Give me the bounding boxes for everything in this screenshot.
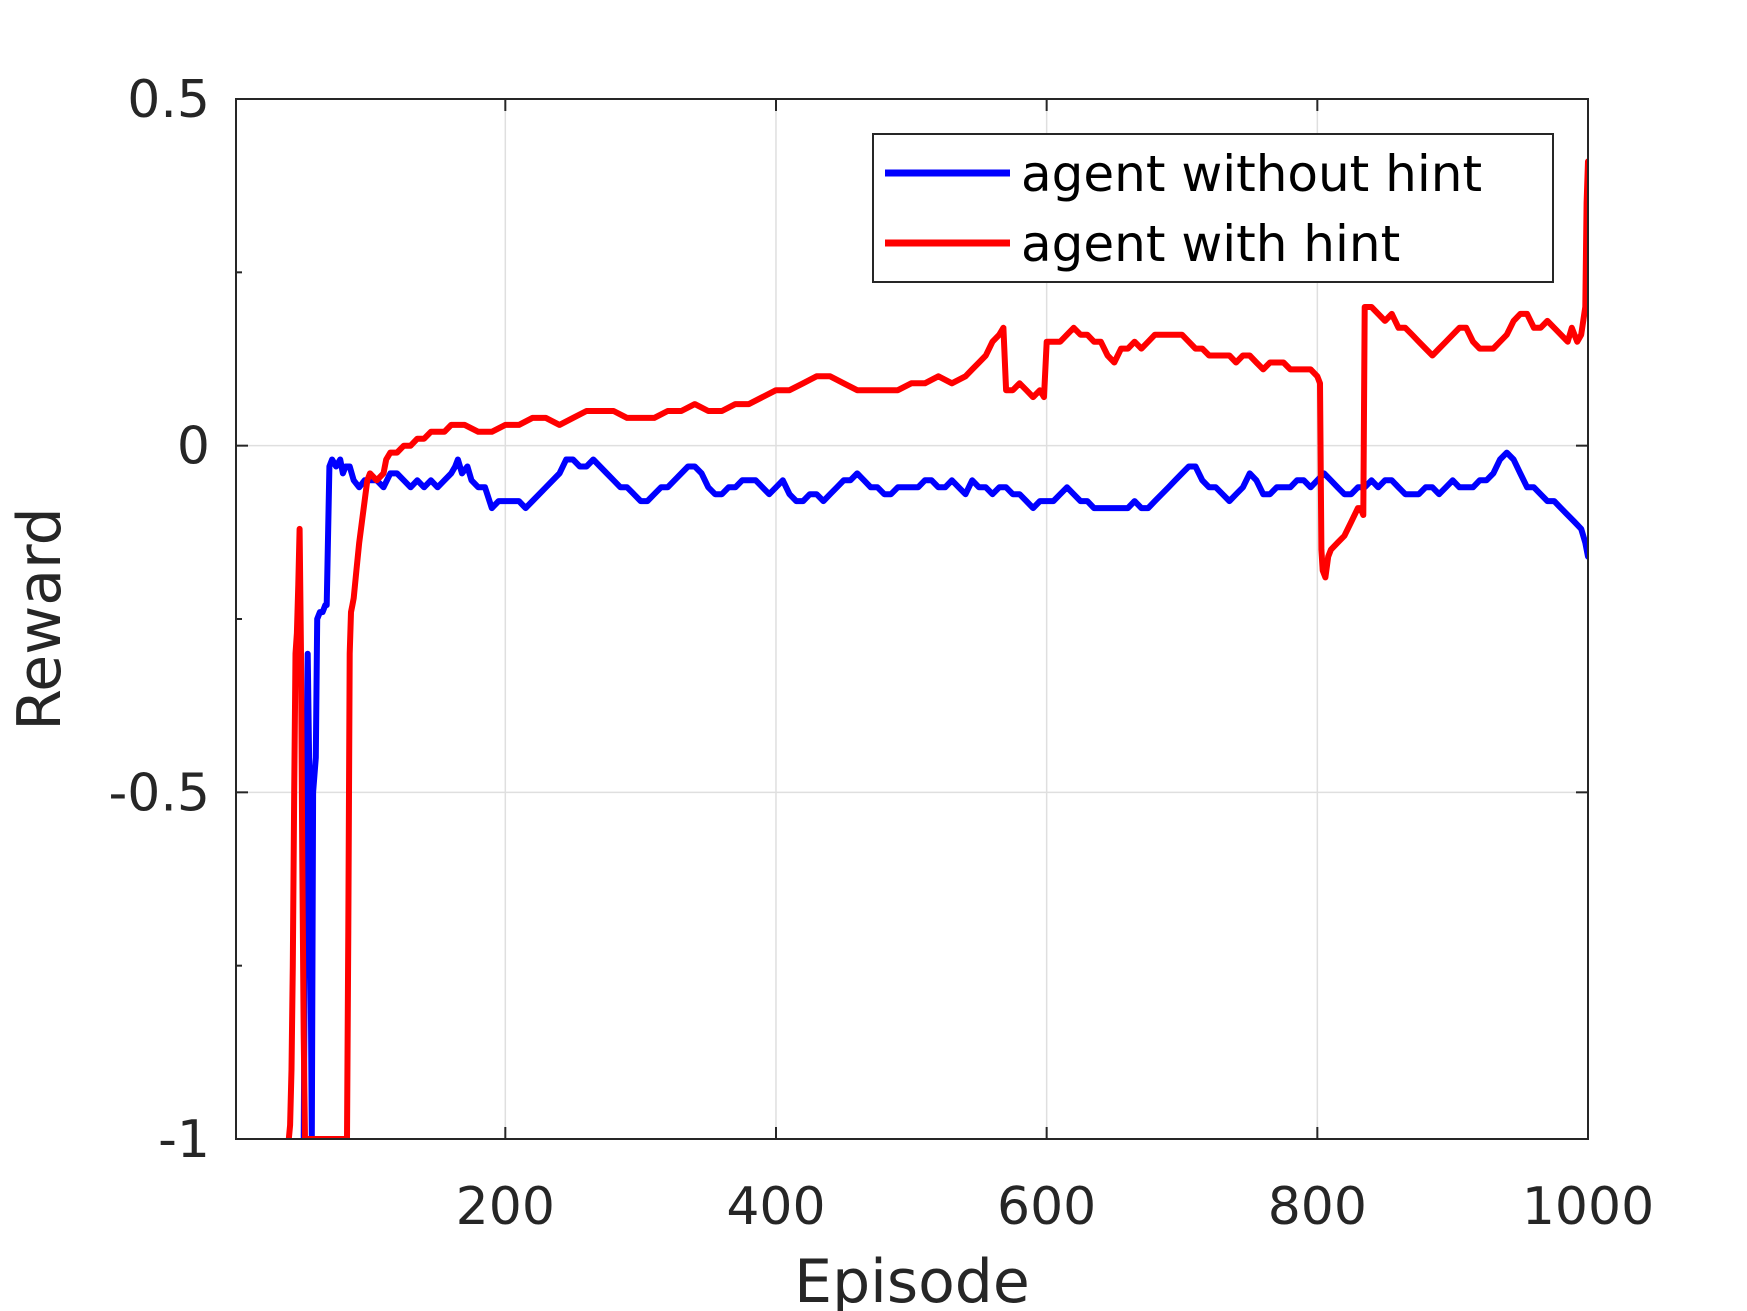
legend: agent without hint agent with hint [872,133,1554,283]
x-tick-labels: 200 400 600 800 1000 [456,1177,1654,1237]
series-layer [285,158,1588,1139]
y-tick-label: 0.5 [127,70,210,130]
y-tick-label: -1 [158,1110,210,1170]
y-tick-labels: -1 -0.5 0 0.5 [109,70,210,1170]
x-tick-label: 800 [1268,1177,1367,1237]
y-tick-label: -0.5 [109,763,210,823]
legend-label-agent-without-hint: agent without hint [1021,145,1482,203]
axis-ticks [236,98,1589,1140]
x-tick-label: 1000 [1522,1177,1654,1237]
series-line-agent-with-hint [285,158,1588,1139]
legend-box [872,133,1554,283]
x-axis-title: Episode [794,1247,1030,1311]
x-tick-label: 400 [726,1177,825,1237]
y-tick-label: 0 [177,417,210,477]
x-tick-label: 600 [997,1177,1096,1237]
x-tick-label: 200 [456,1177,555,1237]
y-axis-title: Reward [5,507,75,730]
legend-label-agent-with-hint: agent with hint [1021,215,1400,273]
